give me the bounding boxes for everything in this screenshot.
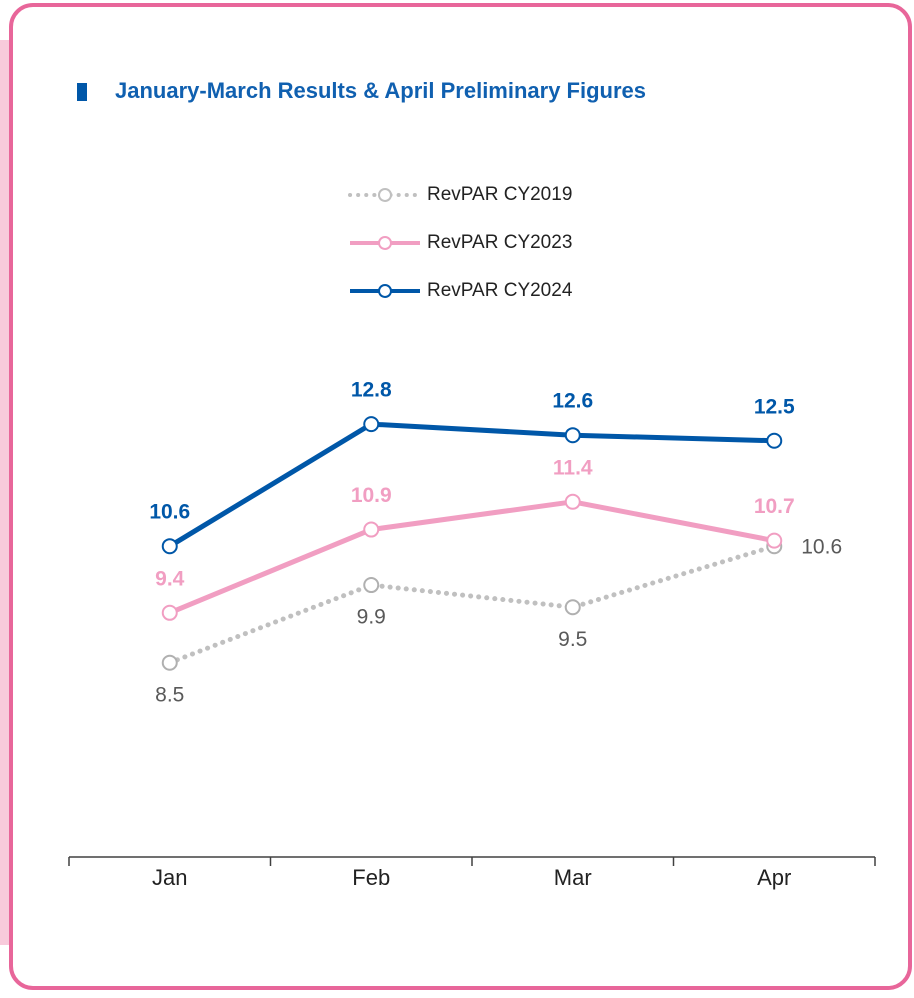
x-tick-label: Apr — [757, 865, 791, 890]
point — [363, 577, 380, 594]
point — [564, 427, 581, 444]
series-line — [168, 421, 775, 549]
point — [564, 599, 581, 616]
data-label: 10.7 — [754, 495, 795, 518]
series-line — [167, 543, 777, 666]
point — [161, 604, 178, 621]
data-label: 12.5 — [754, 395, 795, 418]
panel — [9, 3, 912, 990]
point — [766, 532, 783, 549]
data-label: 9.9 — [357, 606, 386, 629]
legend-marker — [378, 188, 392, 202]
x-tick-label: Feb — [352, 865, 390, 890]
title-marker — [77, 83, 87, 101]
x-tick-label: Mar — [554, 865, 592, 890]
point — [161, 654, 178, 671]
data-label: 8.5 — [155, 683, 184, 706]
x-tick-label: Jan — [152, 865, 187, 890]
point — [363, 416, 380, 433]
data-label: 12.8 — [351, 379, 392, 402]
data-label: 11.4 — [553, 456, 593, 479]
legend-label: RevPAR CY2024 — [427, 280, 573, 301]
legend-label: RevPAR CY2023 — [427, 232, 572, 253]
data-label: 9.5 — [558, 628, 587, 651]
data-label: 10.9 — [351, 484, 392, 507]
legend-marker — [378, 236, 392, 250]
point — [363, 521, 380, 538]
chart-title: January-March Results & April Preliminar… — [115, 78, 646, 103]
point — [766, 432, 783, 449]
legend-label: RevPAR CY2019 — [427, 184, 572, 205]
data-label: 9.4 — [155, 567, 185, 590]
legend-marker — [378, 284, 392, 298]
data-label: 10.6 — [801, 536, 842, 559]
data-label: 12.6 — [552, 390, 593, 413]
point — [161, 538, 178, 555]
series-line — [168, 499, 775, 616]
data-label: 10.6 — [149, 501, 190, 524]
point — [564, 493, 581, 510]
